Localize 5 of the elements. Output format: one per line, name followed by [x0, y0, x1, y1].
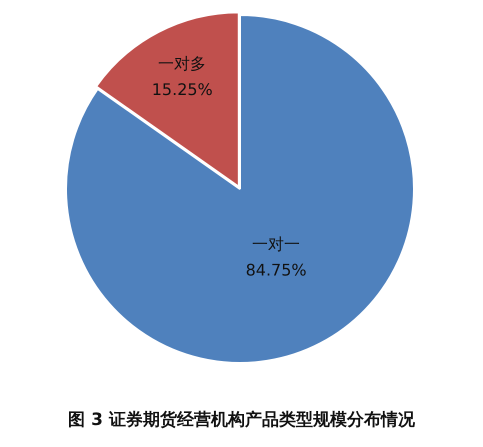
slice-label: 一对多 — [158, 54, 206, 73]
data-label: 15.25% — [152, 80, 213, 99]
text: 图 3 证券期货经营机构产品类型规模分布情况 — [67, 409, 416, 431]
data-label: 84.75% — [246, 260, 307, 280]
slice-label: 一对一 — [252, 234, 300, 254]
